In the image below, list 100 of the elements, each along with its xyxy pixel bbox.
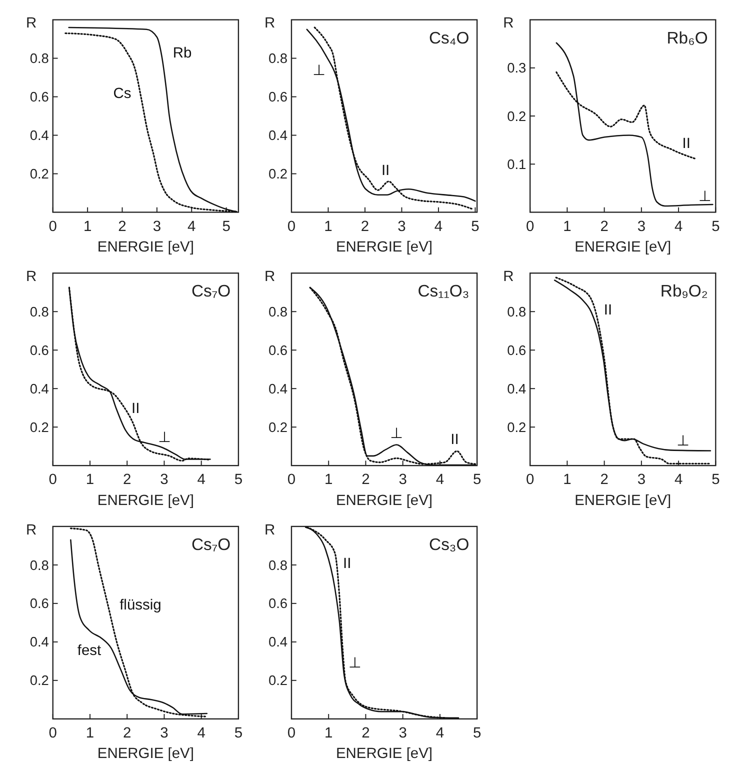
series-label: II bbox=[343, 556, 352, 572]
x-tick-label: 5 bbox=[222, 218, 230, 235]
x-tick-label: 1 bbox=[324, 218, 332, 235]
x-axis-title: ENERGIE [eV] bbox=[336, 240, 433, 256]
y-tick-label: 0.6 bbox=[507, 342, 527, 358]
x-tick-label: 4 bbox=[197, 472, 206, 488]
y-tick-label: 0.2 bbox=[30, 673, 49, 688]
x-tick-label: 1 bbox=[324, 472, 333, 488]
text: Rb₆O bbox=[666, 28, 708, 48]
y-axis-title: R bbox=[264, 268, 276, 285]
y-axis-title: R bbox=[264, 522, 276, 538]
x-tick-label: 2 bbox=[118, 218, 126, 235]
y-tick-label: 0.2 bbox=[507, 108, 526, 124]
y-tick-label: 0.6 bbox=[268, 596, 288, 612]
y-tick-label: 0.2 bbox=[507, 420, 526, 435]
x-axis-title: ENERGIE [eV] bbox=[97, 746, 194, 762]
series-label: ⊥ bbox=[698, 189, 712, 206]
x-tick-label: 0 bbox=[287, 726, 296, 742]
x-tick-label: 0 bbox=[48, 472, 57, 488]
x-tick-label: 1 bbox=[86, 472, 94, 488]
series-label: ⊥ bbox=[158, 430, 172, 446]
y-tick-label: 0.8 bbox=[268, 304, 288, 320]
series-label: Cs bbox=[113, 86, 132, 102]
x-tick-label: 3 bbox=[398, 218, 406, 235]
x-tick-label: 3 bbox=[160, 472, 168, 488]
x-tick-label: 3 bbox=[152, 218, 162, 235]
x-tick-label: 5 bbox=[472, 472, 482, 488]
x-tick-label: 5 bbox=[471, 218, 480, 235]
y-tick-label: 0.6 bbox=[30, 342, 50, 358]
y-tick-label: 0.3 bbox=[507, 60, 527, 76]
x-tick-label: 0 bbox=[48, 218, 57, 235]
y-tick-label: 0.4 bbox=[30, 381, 50, 396]
text: Cs₁₁O₃ bbox=[418, 282, 470, 301]
y-tick-label: 0.8 bbox=[507, 304, 527, 320]
y-tick-label: 0.4 bbox=[268, 634, 288, 650]
x-tick-label: 5 bbox=[712, 218, 720, 235]
x-tick-label: 4 bbox=[197, 726, 206, 742]
y-tick-label: 0.8 bbox=[268, 558, 288, 573]
x-tick-label: 2 bbox=[362, 726, 370, 742]
x-tick-label: 1 bbox=[83, 218, 92, 235]
y-tick-label: 0.4 bbox=[507, 381, 527, 396]
text: Cs₄O bbox=[429, 28, 470, 48]
text: Cs₃O bbox=[429, 535, 470, 554]
x-tick-label: 0 bbox=[526, 218, 534, 235]
x-tick-label: 2 bbox=[123, 726, 132, 742]
x-tick-label: 3 bbox=[398, 472, 407, 488]
series-label: ⊥ bbox=[312, 62, 326, 79]
y-tick-label: 0.4 bbox=[30, 128, 50, 144]
y-tick-label: 0.2 bbox=[30, 166, 49, 182]
x-tick-label: 2 bbox=[362, 472, 370, 488]
text: Cs₇O bbox=[191, 282, 231, 301]
x-tick-label: 5 bbox=[234, 472, 243, 488]
x-tick-label: 0 bbox=[48, 726, 57, 742]
y-tick-label: 0.8 bbox=[268, 51, 288, 66]
text: Rb₉O₂ bbox=[660, 282, 708, 301]
x-axis-title: ENERGIE [eV] bbox=[336, 746, 433, 762]
series-label: II bbox=[132, 400, 140, 417]
x-axis-title: ENERGIE [eV] bbox=[574, 492, 672, 509]
y-tick-label: 0.6 bbox=[30, 596, 50, 612]
x-tick-label: 4 bbox=[674, 218, 683, 235]
y-tick-label: 0.6 bbox=[268, 90, 288, 105]
x-tick-label: 0 bbox=[287, 218, 296, 235]
x-tick-label: 2 bbox=[123, 472, 132, 488]
y-tick-label: 0.2 bbox=[30, 420, 49, 435]
series-label: flüssig bbox=[120, 598, 162, 614]
x-tick-label: 2 bbox=[600, 218, 608, 235]
y-tick-label: 0.6 bbox=[268, 342, 288, 358]
y-axis-title: R bbox=[26, 268, 37, 285]
x-axis-title: ENERGIE [eV] bbox=[97, 492, 194, 509]
y-tick-label: 0.2 bbox=[268, 673, 288, 688]
y-tick-label: 0.2 bbox=[268, 166, 288, 182]
x-tick-label: 5 bbox=[712, 472, 720, 488]
x-tick-label: 5 bbox=[472, 726, 482, 742]
y-tick-label: 0.4 bbox=[30, 634, 50, 650]
x-tick-label: 1 bbox=[86, 726, 94, 742]
series-label: ⊥ bbox=[390, 426, 403, 442]
x-tick-label: 4 bbox=[436, 726, 444, 742]
x-tick-label: 1 bbox=[563, 218, 572, 235]
x-tick-label: 3 bbox=[637, 218, 646, 235]
x-tick-label: 4 bbox=[674, 472, 683, 488]
series-label: Rb bbox=[172, 46, 192, 62]
x-tick-label: 0 bbox=[526, 472, 534, 488]
x-tick-label: 0 bbox=[287, 472, 296, 488]
x-tick-label: 4 bbox=[436, 472, 444, 488]
y-tick-label: 0.4 bbox=[268, 128, 288, 144]
x-tick-label: 4 bbox=[434, 218, 443, 235]
series-label: II bbox=[450, 432, 459, 448]
y-axis-title: R bbox=[503, 16, 514, 32]
y-axis-title: R bbox=[26, 16, 37, 32]
y-axis-title: R bbox=[503, 268, 514, 285]
x-tick-label: 3 bbox=[398, 726, 407, 742]
y-tick-label: 0.8 bbox=[30, 304, 50, 320]
x-tick-label: 2 bbox=[600, 472, 608, 488]
y-tick-label: 0.1 bbox=[507, 156, 526, 172]
y-tick-label: 0.8 bbox=[30, 558, 50, 573]
x-axis-title: ENERGIE [eV] bbox=[574, 240, 672, 256]
series-label: fest bbox=[77, 642, 102, 659]
y-tick-label: 0.6 bbox=[30, 90, 50, 105]
y-tick-label: 0.8 bbox=[30, 51, 50, 66]
x-tick-label: 3 bbox=[637, 472, 646, 488]
